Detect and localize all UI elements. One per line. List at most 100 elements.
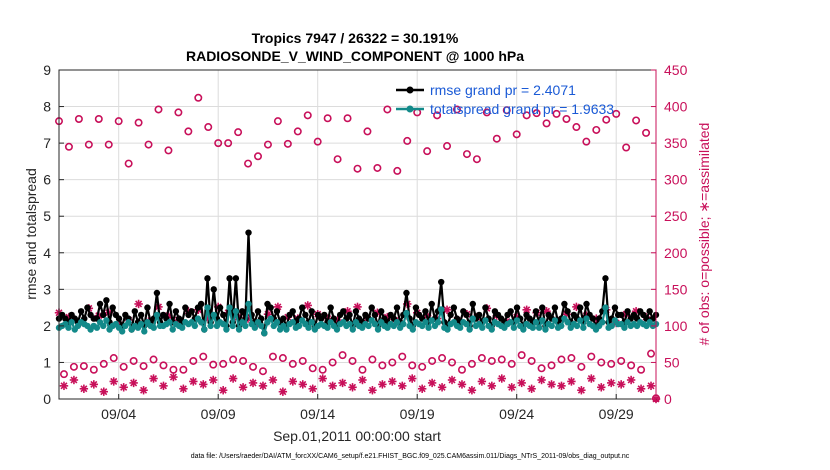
obs-possible-marker — [209, 360, 218, 369]
totalspread-point — [583, 315, 590, 322]
totalspread-point — [513, 317, 521, 324]
rmse-point — [267, 304, 274, 311]
rmse-point — [450, 304, 458, 311]
totalspread-point — [125, 319, 132, 326]
rmse-point — [447, 311, 454, 319]
obs-assimilated-marker — [417, 384, 427, 393]
obs-possible-marker — [443, 142, 452, 151]
obs-possible-marker — [239, 356, 248, 365]
totalspread-point — [141, 328, 148, 335]
obs-assimilated-marker — [119, 383, 128, 392]
totalspread-point — [204, 304, 211, 311]
obs-possible-marker — [114, 117, 123, 126]
obs-possible-marker — [119, 362, 128, 371]
obs-assimilated-marker — [527, 384, 536, 393]
rmse-point — [216, 304, 224, 311]
totalspread-point — [425, 324, 432, 331]
rmse-point — [96, 300, 104, 308]
totalspread-point — [558, 322, 565, 330]
totalspread-point — [324, 324, 331, 331]
obs-possible-marker — [607, 359, 616, 368]
totalspread-point — [103, 317, 110, 324]
x-tick-label: 09/24 — [499, 406, 534, 422]
totalspread-point — [444, 326, 451, 333]
obs-assimilated-marker — [338, 378, 347, 388]
rmse-point — [428, 300, 435, 308]
totalspread-point — [137, 320, 145, 328]
obs-assimilated-marker — [248, 378, 258, 388]
obs-assimilated-marker — [149, 374, 158, 383]
totalspread-point — [551, 317, 559, 324]
obs-possible-marker — [229, 355, 238, 364]
obs-possible-marker — [507, 359, 516, 368]
series-layer — [54, 93, 661, 404]
obs-possible-marker — [353, 164, 362, 173]
totalspread-point — [520, 326, 527, 333]
legend-marker-rmse — [406, 86, 414, 94]
obs-possible-marker — [358, 365, 367, 374]
totalspread-point — [365, 322, 372, 330]
totalspread-point — [242, 322, 249, 330]
totalspread-point — [573, 322, 581, 330]
rmse-point — [77, 308, 85, 315]
obs-possible-marker — [537, 364, 546, 373]
obs-possible-marker — [557, 355, 566, 364]
rmse-point — [377, 308, 385, 315]
rmse-point — [513, 304, 521, 311]
rmse-point — [220, 311, 227, 319]
x-tick-label: 09/19 — [400, 406, 435, 422]
obs-possible-marker — [154, 105, 163, 114]
totalspread-point — [403, 309, 410, 317]
obs-assimilated-marker — [134, 299, 143, 309]
rmse-point — [403, 289, 410, 297]
rmse-point — [564, 308, 571, 315]
totalspread-point — [153, 311, 161, 319]
obs-possible-marker — [124, 159, 133, 168]
legend-label-rmse: rmse grand pr = 2.4071 — [430, 82, 576, 98]
obs-possible-marker — [497, 355, 506, 364]
obs-possible-marker — [627, 361, 636, 370]
obs-assimilated-marker — [457, 380, 467, 389]
rmse-point — [340, 308, 347, 315]
obs-possible-marker — [542, 119, 551, 128]
obs-possible-marker — [572, 123, 581, 132]
obs-possible-marker — [527, 356, 536, 365]
obs-possible-marker — [109, 354, 118, 363]
rmse-point — [302, 311, 309, 319]
obs-assimilated-marker — [159, 381, 168, 391]
obs-assimilated-marker — [69, 375, 79, 385]
totalspread-point — [393, 319, 401, 326]
obs-possible-marker — [612, 109, 621, 118]
obs-possible-marker — [59, 370, 68, 379]
y-axis-right-label: # of obs: o=possible; ∗=assimilated — [696, 123, 712, 346]
obs-possible-marker — [433, 111, 442, 120]
obs-possible-marker — [278, 354, 287, 363]
obs-possible-marker — [79, 362, 88, 371]
rmse-point — [352, 308, 360, 315]
obs-possible-marker — [288, 359, 297, 368]
rmse-point — [551, 304, 559, 311]
obs-possible-marker — [283, 139, 292, 148]
obs-assimilated-marker — [268, 375, 278, 385]
obs-possible-marker — [487, 356, 496, 365]
totalspread-point — [580, 324, 587, 331]
totalspread-point — [257, 322, 265, 330]
y-tick-label: 0 — [43, 391, 51, 407]
obs-assimilated-marker — [507, 383, 516, 392]
obs-assimilated-marker — [547, 380, 556, 389]
obs-assimilated-marker — [99, 387, 108, 396]
obs-possible-marker — [249, 362, 258, 371]
y-right-tick-label: 450 — [664, 62, 688, 78]
totalspread-point — [207, 322, 214, 330]
obs-possible-marker — [547, 361, 556, 370]
obs-possible-marker — [383, 105, 392, 114]
obs-possible-marker — [164, 146, 173, 155]
rmse-point — [144, 304, 151, 311]
rmse-point — [137, 311, 145, 319]
rmse-point — [507, 308, 514, 315]
obs-possible-marker — [562, 114, 571, 123]
totalspread-point — [251, 324, 259, 331]
obs-possible-marker — [642, 128, 651, 137]
rmse-point — [539, 304, 546, 311]
